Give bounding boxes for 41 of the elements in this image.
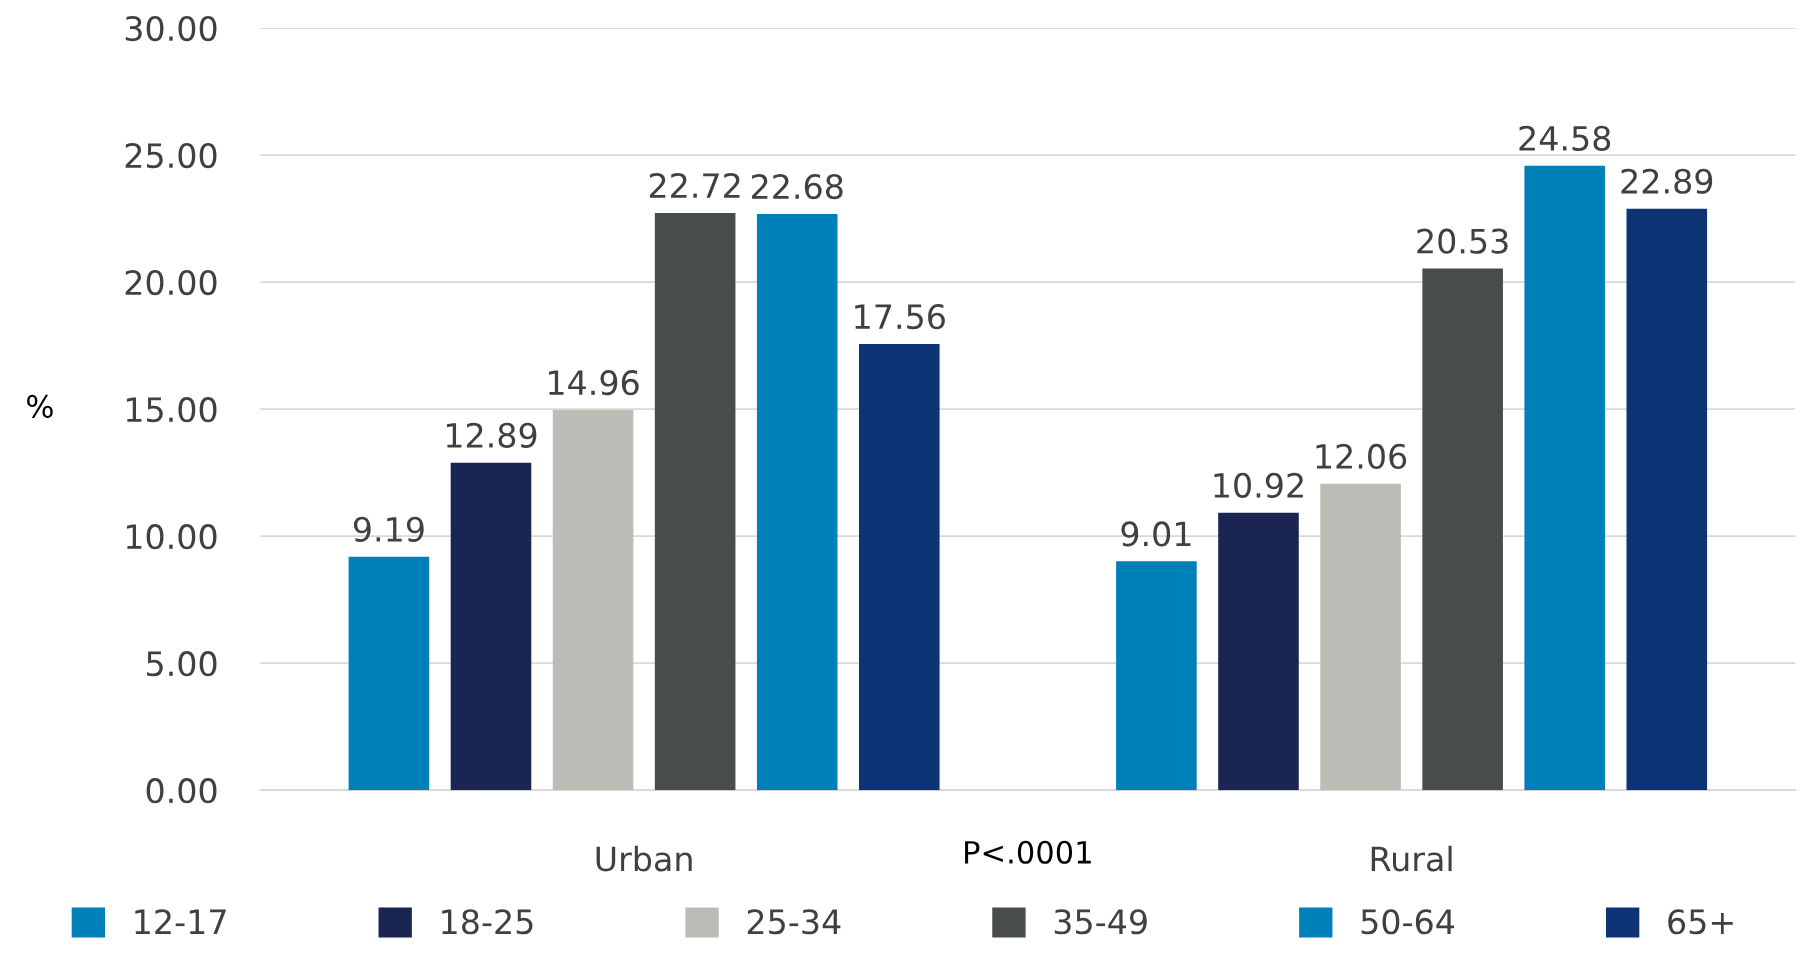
data-label: 22.72 bbox=[649, 172, 740, 198]
bar bbox=[859, 344, 940, 791]
bar bbox=[1524, 165, 1605, 791]
data-label: 22.89 bbox=[1621, 168, 1713, 194]
legend-label: 50-64 bbox=[1361, 909, 1455, 935]
legend-label: 18-25 bbox=[442, 909, 533, 935]
data-label: 12.89 bbox=[446, 422, 537, 448]
bar bbox=[1218, 512, 1299, 791]
text: P<.0001 bbox=[965, 840, 1091, 864]
data-label: 17.56 bbox=[855, 304, 945, 330]
x-tick-label: Rural bbox=[1371, 845, 1452, 872]
bar bbox=[348, 556, 430, 791]
data-label: 22.68 bbox=[751, 173, 843, 200]
data-label: 20.53 bbox=[1417, 228, 1508, 254]
y-tick-label: 5.00 bbox=[147, 651, 217, 677]
bar bbox=[552, 410, 634, 791]
bar bbox=[1320, 483, 1401, 791]
data-label: 10.92 bbox=[1214, 472, 1303, 498]
bar bbox=[450, 462, 532, 791]
y-tick-label: 0.00 bbox=[146, 778, 217, 804]
bar bbox=[1626, 208, 1708, 791]
bar bbox=[1116, 561, 1197, 791]
y-tick-label: 15.00 bbox=[126, 397, 217, 423]
bar bbox=[1422, 268, 1503, 791]
legend-label: 25-34 bbox=[747, 909, 841, 935]
y-axis-title: % bbox=[27, 394, 53, 418]
legend-label: 65+ bbox=[1668, 909, 1733, 935]
data-label: 9.19 bbox=[353, 516, 424, 542]
data-label: 24.58 bbox=[1519, 125, 1611, 151]
legend-label: 35-49 bbox=[1054, 909, 1147, 935]
x-tick-label: Urban bbox=[596, 845, 692, 872]
y-tick-label: 25.00 bbox=[125, 142, 217, 169]
data-label: 14.96 bbox=[549, 370, 639, 396]
data-label: 9.01 bbox=[1121, 521, 1191, 547]
data-label: 12.06 bbox=[1316, 443, 1407, 469]
bar bbox=[654, 212, 736, 791]
y-tick-label: 10.00 bbox=[126, 524, 217, 550]
y-tick-label: 30.00 bbox=[125, 15, 217, 42]
legend-label: 12-17 bbox=[135, 909, 226, 934]
bar bbox=[756, 213, 838, 791]
y-tick-label: 20.00 bbox=[125, 270, 217, 296]
